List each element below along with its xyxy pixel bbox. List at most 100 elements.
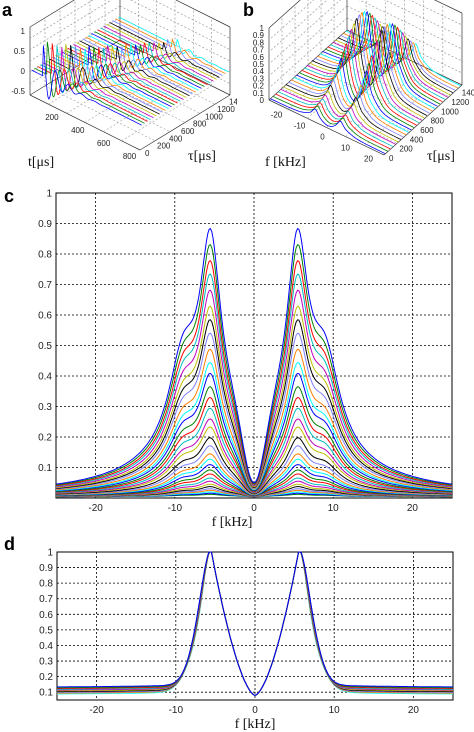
series-line bbox=[55, 332, 453, 490]
series-line bbox=[55, 348, 453, 491]
trace-line bbox=[275, 93, 391, 150]
chart-b: b -20-1001020020040060080010001200140000… bbox=[243, 0, 474, 170]
z-tick-label: 0.1 bbox=[253, 89, 265, 98]
y-tick-label: 1 bbox=[46, 189, 52, 200]
series-line bbox=[55, 227, 453, 485]
panel-c: c -20 -10 0 10 20 0.1 0.2 0.3 0.4 0.5 0.6 0.7 0.8 0.9… bbox=[0, 180, 474, 532]
y-tick-label: 400 bbox=[169, 134, 183, 143]
series-line bbox=[55, 319, 453, 489]
panel-letter-c: c bbox=[4, 186, 14, 206]
series-line bbox=[55, 396, 453, 493]
y-tick-label: 0.4 bbox=[38, 372, 52, 383]
x-tick-label: -10 bbox=[294, 122, 306, 131]
x-tick-label: 0 bbox=[252, 705, 258, 716]
y-tick-label: 0.9 bbox=[39, 563, 53, 574]
y-tick-label: 0.7 bbox=[38, 280, 52, 291]
series-line bbox=[55, 305, 453, 489]
grid-line bbox=[129, 0, 231, 50]
z-tick-label: 0.8 bbox=[253, 38, 265, 47]
trace-line bbox=[285, 84, 402, 140]
trace-line bbox=[58, 48, 169, 109]
y-tick-label: 0 bbox=[145, 149, 150, 158]
axis-edge bbox=[175, 0, 231, 28]
series-line bbox=[55, 372, 453, 492]
grid-line bbox=[104, 48, 216, 105]
z-tick-label: 0.5 bbox=[14, 47, 26, 56]
z-tick-label: 0.3 bbox=[253, 74, 265, 83]
axis-edge bbox=[139, 94, 231, 151]
trace-line bbox=[31, 45, 142, 126]
panel-b: b -20-1001020020040060080010001200140000… bbox=[237, 0, 474, 180]
y-tick-label: 200 bbox=[157, 142, 171, 151]
panel-a: a 2004006008000200400600800100012001400-… bbox=[0, 0, 237, 180]
x-tick-label: 200 bbox=[45, 113, 59, 122]
chart-d: d -20 -10 0 10 20 0.1 0.2 0.3 0.4 0.5 0.6 0.7 0.8 0.9… bbox=[4, 534, 454, 732]
grid-line bbox=[307, 64, 424, 121]
grid-line bbox=[281, 88, 398, 144]
trace-line bbox=[34, 41, 145, 124]
trace-line bbox=[277, 91, 394, 147]
y-tick-label: 0.8 bbox=[39, 579, 53, 590]
trace-line bbox=[288, 79, 404, 138]
series-line bbox=[55, 386, 453, 493]
trace-line bbox=[79, 40, 190, 97]
trace-line bbox=[290, 72, 407, 136]
x-tick-label: 600 bbox=[97, 139, 111, 148]
y-tick-label: 0.1 bbox=[38, 463, 52, 474]
chart-c: c -20 -10 0 10 20 0.1 0.2 0.3 0.4 0.5 0.6 0.7 0.8 0.9… bbox=[4, 186, 453, 530]
y-tick-label: 0.5 bbox=[38, 341, 52, 352]
x-tick-label: -10 bbox=[169, 705, 184, 716]
grid-line bbox=[152, 0, 231, 39]
y-tick-label: 400 bbox=[410, 135, 424, 144]
trace-line bbox=[106, 23, 217, 80]
x-tick-label: 10 bbox=[329, 705, 341, 716]
x-tick-label: -20 bbox=[88, 503, 103, 514]
grid-line bbox=[268, 0, 315, 41]
panel-letter-d: d bbox=[4, 534, 15, 554]
x-tick-label: 400 bbox=[71, 126, 85, 135]
grid-line bbox=[364, 75, 444, 147]
z-tick-label: 0.9 bbox=[253, 31, 265, 40]
x-axis-label: t[μs] bbox=[28, 155, 54, 170]
trace-line bbox=[109, 22, 220, 78]
y-tick-label: 0.9 bbox=[38, 219, 52, 230]
grid-line bbox=[326, 57, 405, 128]
y-axis-label: τ[μs] bbox=[188, 149, 216, 164]
z-tick-label: 0.5 bbox=[253, 60, 265, 69]
axis-edge bbox=[268, 0, 301, 29]
trace-line bbox=[67, 47, 178, 104]
x-tick-label: 10 bbox=[341, 144, 350, 153]
series-line bbox=[57, 551, 453, 696]
grid-line bbox=[121, 85, 212, 142]
axis-edge bbox=[383, 84, 463, 156]
series-line bbox=[55, 273, 453, 487]
z-tick-label: 0.4 bbox=[253, 67, 265, 76]
trace-line bbox=[270, 98, 386, 155]
panel-letter-a: a bbox=[2, 0, 13, 20]
z-tick-label: 1 bbox=[260, 24, 265, 33]
x-tick-label: 10 bbox=[328, 503, 340, 514]
z-tick-label: -0.5 bbox=[11, 87, 25, 96]
y-tick-label: 1200 bbox=[451, 98, 469, 107]
trace-line bbox=[88, 34, 199, 91]
trace-line bbox=[118, 16, 229, 73]
series-line bbox=[55, 362, 453, 491]
y-tick-label: 0.3 bbox=[38, 402, 52, 413]
grid-line bbox=[29, 0, 94, 39]
series-line bbox=[55, 244, 453, 486]
axis-edge bbox=[29, 0, 75, 28]
y-tick-label: 0 bbox=[389, 154, 394, 163]
grid-line bbox=[103, 76, 194, 132]
z-tick-label: 0 bbox=[260, 96, 265, 105]
trace-line bbox=[64, 46, 175, 106]
series-line bbox=[55, 260, 453, 487]
trace-line bbox=[283, 86, 399, 143]
y-tick-label: 0.1 bbox=[39, 688, 53, 699]
y-tick-label: 1200 bbox=[217, 105, 235, 114]
x-axis-label: f [kHz] bbox=[265, 155, 306, 170]
z-tick-label: 0 bbox=[21, 67, 26, 76]
x-tick-label: 800 bbox=[123, 152, 137, 161]
x-tick-label: -10 bbox=[168, 503, 183, 514]
